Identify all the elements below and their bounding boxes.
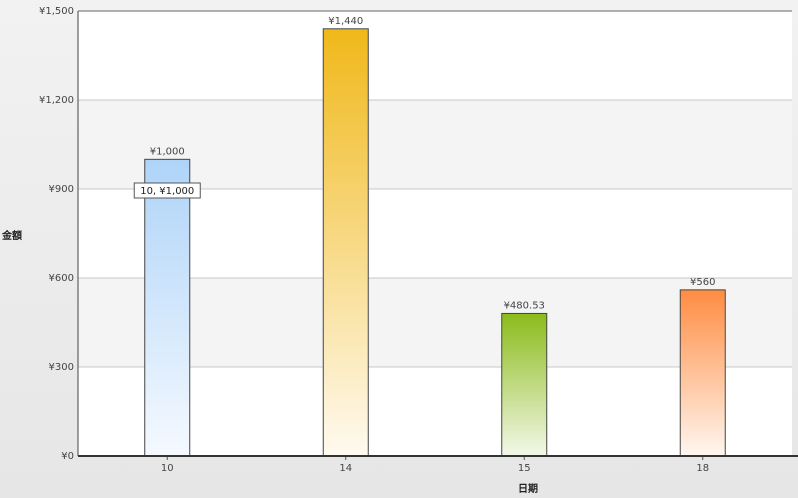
y-tick-label: ¥300 — [49, 362, 74, 373]
y-axis-title: 金額 — [1, 229, 22, 242]
x-tick-label: 15 — [518, 463, 531, 474]
plot-area — [78, 11, 792, 456]
y-tick-label: ¥600 — [49, 273, 74, 284]
y-tick-label: ¥1,200 — [39, 95, 74, 106]
tooltip-text: 10, ¥1,000 — [140, 186, 194, 197]
value-label: ¥1,000 — [150, 146, 185, 157]
plot-background — [78, 11, 792, 456]
tooltip-box — [133, 182, 201, 199]
value-label: ¥1,440 — [328, 16, 363, 27]
x-tick-label: 10 — [161, 463, 174, 474]
x-tick-labels: 10 14 15 18 — [161, 463, 709, 474]
y-tick-label: ¥900 — [49, 184, 74, 195]
value-labels: ¥1,000 ¥1,440 ¥480.53 ¥560 — [150, 16, 716, 312]
x-axis-title: 日期 — [518, 482, 538, 495]
axes — [77, 10, 798, 460]
x-tick-label: 18 — [696, 463, 709, 474]
x-tick-label: 14 — [339, 463, 352, 474]
tooltip: 10, ¥1,000 — [133, 182, 201, 199]
value-label: ¥560 — [690, 277, 715, 288]
bars — [144, 28, 726, 457]
grid-band — [78, 278, 792, 367]
y-tick-label: ¥1,500 — [39, 6, 74, 17]
bar — [501, 312, 548, 457]
grid-band — [78, 100, 792, 189]
value-label: ¥480.53 — [504, 300, 545, 311]
bar — [144, 158, 191, 457]
bar — [679, 289, 726, 457]
bar — [322, 28, 369, 457]
y-tick-label: ¥0 — [61, 451, 74, 462]
y-tick-labels: ¥0 ¥300 ¥600 ¥900 ¥1,200 ¥1,500 — [39, 6, 74, 462]
